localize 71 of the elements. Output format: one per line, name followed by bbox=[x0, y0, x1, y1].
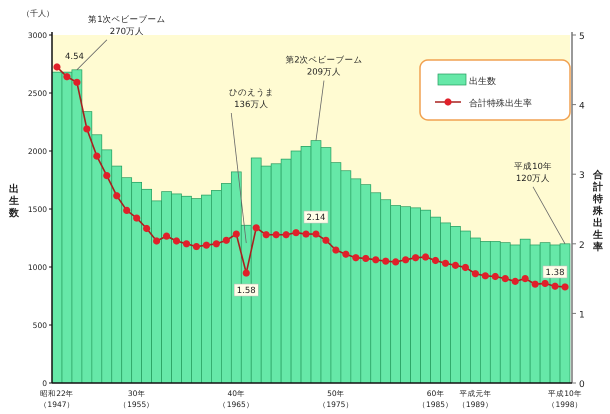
point bbox=[312, 230, 320, 238]
point bbox=[412, 254, 420, 262]
point bbox=[53, 63, 61, 71]
text: （千人） bbox=[22, 9, 54, 18]
point bbox=[302, 230, 310, 238]
data-label: 1.38 bbox=[546, 268, 564, 278]
y-axis-title: 出生数 bbox=[8, 183, 20, 219]
data-label: 平成10年 120万人 bbox=[514, 160, 552, 184]
point bbox=[372, 256, 380, 264]
data-label: 2.14 bbox=[306, 213, 326, 224]
point bbox=[502, 275, 509, 282]
point bbox=[462, 264, 470, 272]
point bbox=[202, 242, 210, 249]
point bbox=[192, 242, 200, 250]
point bbox=[272, 231, 280, 238]
point bbox=[162, 232, 170, 240]
point bbox=[222, 236, 230, 244]
data-label: 1.58 bbox=[236, 286, 256, 296]
point bbox=[282, 231, 290, 238]
y2-tick-label: 4 bbox=[579, 102, 585, 112]
y2-axis-title: 合計特殊出生率 bbox=[592, 169, 604, 253]
point bbox=[551, 282, 559, 290]
point bbox=[123, 206, 130, 214]
point bbox=[342, 250, 350, 258]
point bbox=[262, 231, 270, 238]
point bbox=[322, 236, 330, 244]
point bbox=[482, 272, 489, 280]
point bbox=[63, 73, 71, 80]
data-label: 4.54 bbox=[64, 52, 84, 62]
y2-tick-label: 0 bbox=[579, 380, 585, 390]
point bbox=[472, 270, 479, 278]
point bbox=[212, 240, 220, 248]
point bbox=[532, 280, 539, 288]
point bbox=[352, 254, 360, 262]
y2-tick-label: 3 bbox=[579, 171, 585, 182]
point bbox=[252, 224, 260, 232]
y2-tick-label: 5 bbox=[579, 32, 585, 42]
point bbox=[73, 78, 81, 86]
point bbox=[402, 256, 410, 264]
y2-tick-label: 1 bbox=[579, 310, 585, 320]
point bbox=[93, 152, 100, 160]
point bbox=[182, 240, 190, 248]
point bbox=[561, 283, 569, 291]
point bbox=[133, 214, 140, 222]
point bbox=[172, 237, 180, 245]
point bbox=[242, 269, 250, 277]
point bbox=[232, 230, 240, 238]
point bbox=[432, 256, 440, 264]
data-label: 第1次ベビーブーム 270万人 bbox=[88, 14, 166, 37]
point bbox=[113, 192, 120, 200]
point bbox=[143, 224, 150, 232]
point bbox=[332, 246, 340, 254]
point bbox=[392, 258, 400, 266]
point bbox=[83, 125, 90, 133]
point bbox=[152, 237, 160, 245]
point bbox=[362, 254, 370, 262]
point bbox=[492, 272, 499, 280]
legend-label: 合計特殊出生率 bbox=[469, 98, 532, 109]
point bbox=[452, 262, 460, 269]
point bbox=[422, 253, 430, 261]
data-label: 第2次ベビーブーム 209万人 bbox=[285, 54, 363, 78]
point bbox=[541, 280, 549, 288]
point bbox=[512, 278, 519, 285]
point bbox=[292, 229, 300, 236]
legend-label: 出生数 bbox=[469, 76, 496, 87]
point bbox=[522, 275, 529, 282]
point bbox=[442, 260, 450, 267]
point bbox=[382, 258, 390, 265]
y2-tick-label: 2 bbox=[579, 240, 585, 251]
data-label: ひのえうま 136万人 bbox=[228, 88, 274, 110]
point bbox=[103, 172, 110, 180]
